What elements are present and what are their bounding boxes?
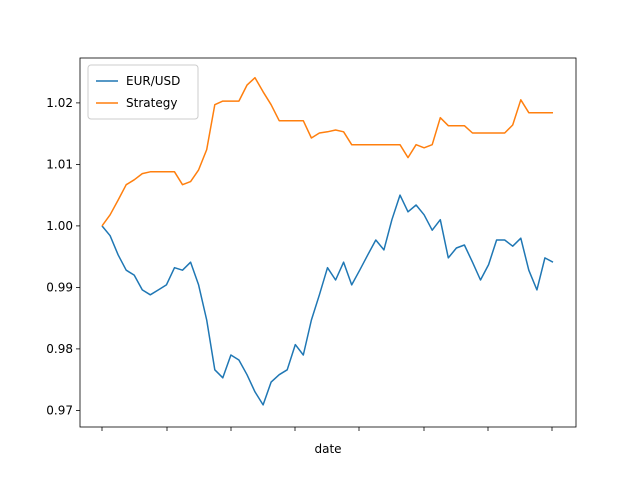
y-tick-label: 0.97 [46,403,73,417]
y-tick-label: 1.02 [46,96,73,110]
legend-label: EUR/USD [126,74,180,88]
y-tick-label: 1.01 [46,157,73,171]
x-ticks [101,427,553,431]
y-tick-label: 0.98 [46,342,73,356]
legend-label: Strategy [126,96,177,110]
x-axis-label: date [314,442,341,456]
y-tick-label: 0.99 [46,280,73,294]
y-tick-label: 1.00 [46,219,73,233]
line-series [101,194,554,406]
line-series [101,76,553,227]
legend-box [87,64,199,120]
